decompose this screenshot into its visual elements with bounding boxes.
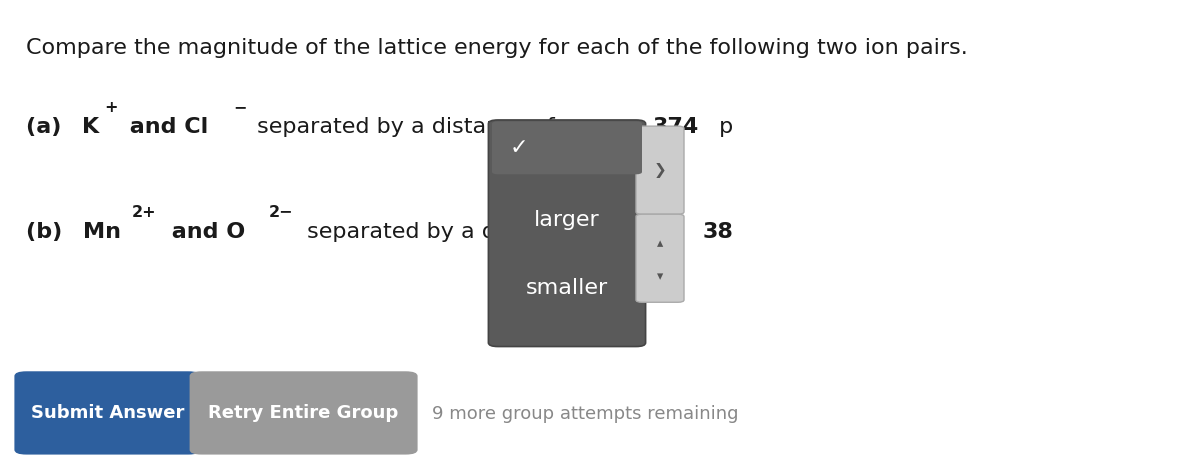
Text: ▾: ▾: [656, 270, 664, 283]
FancyBboxPatch shape: [488, 120, 646, 347]
Text: separated by a distance of: separated by a distance of: [300, 222, 612, 242]
FancyBboxPatch shape: [636, 126, 684, 214]
Text: +: +: [104, 100, 118, 115]
Text: Submit Answer: Submit Answer: [31, 404, 184, 422]
Text: (b): (b): [26, 222, 71, 242]
Text: (a): (a): [26, 117, 70, 137]
Text: 2+: 2+: [132, 205, 157, 219]
Text: Compare the magnitude of the lattice energy for each of the following two ion pa: Compare the magnitude of the lattice ene…: [26, 38, 968, 58]
Text: separated by a distance of: separated by a distance of: [250, 117, 562, 137]
Text: 9 more group attempts remaining: 9 more group attempts remaining: [432, 405, 738, 423]
Text: 374: 374: [653, 117, 698, 137]
Text: 2−: 2−: [269, 205, 293, 219]
Text: and Cl: and Cl: [121, 117, 208, 137]
Text: ✓: ✓: [510, 138, 529, 158]
Text: Retry Entire Group: Retry Entire Group: [209, 404, 398, 422]
FancyBboxPatch shape: [492, 121, 642, 174]
Text: and O: and O: [164, 222, 245, 242]
FancyBboxPatch shape: [190, 371, 418, 455]
FancyBboxPatch shape: [14, 371, 200, 455]
Text: 38: 38: [703, 222, 733, 242]
Text: ❯: ❯: [654, 163, 666, 178]
Text: smaller: smaller: [526, 278, 608, 298]
Text: Mn: Mn: [83, 222, 121, 242]
Text: p: p: [713, 117, 733, 137]
Text: −: −: [233, 100, 246, 115]
Text: larger: larger: [534, 210, 600, 230]
Text: K: K: [82, 117, 100, 137]
Text: ▴: ▴: [656, 237, 664, 250]
FancyBboxPatch shape: [636, 214, 684, 302]
